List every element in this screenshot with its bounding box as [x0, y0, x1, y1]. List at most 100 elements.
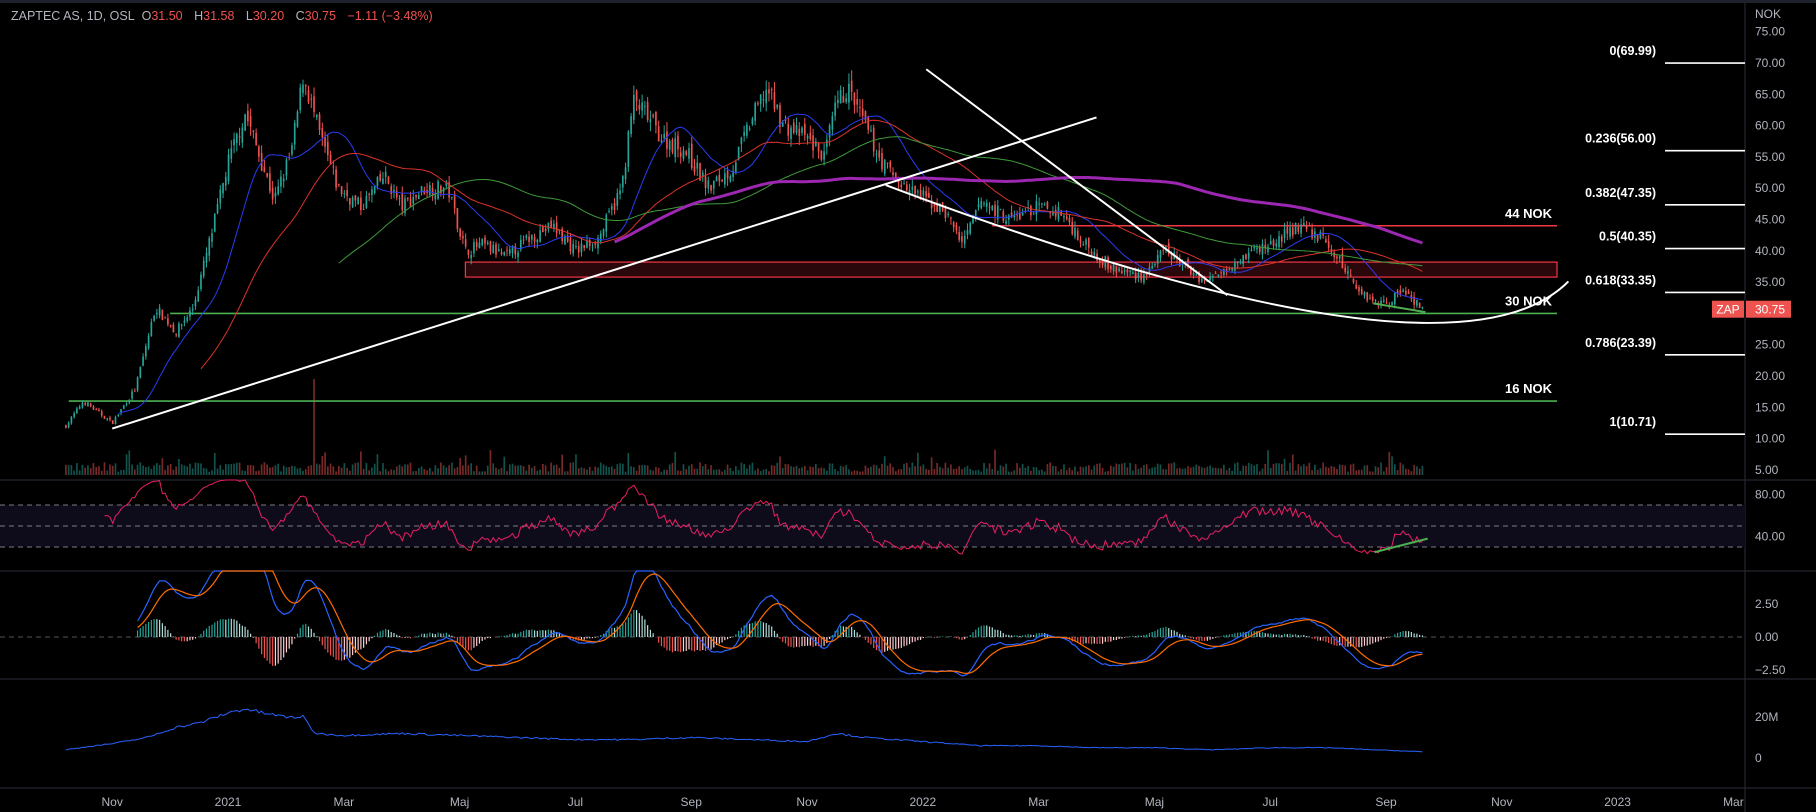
candle-body[interactable]	[1322, 232, 1324, 236]
candle-body[interactable]	[310, 98, 313, 100]
candle-body[interactable]	[1076, 230, 1079, 241]
candle-body[interactable]	[875, 153, 878, 155]
candle-body[interactable]	[368, 193, 370, 195]
candle-body[interactable]	[1052, 211, 1054, 215]
candle-body[interactable]	[473, 242, 475, 254]
candle-body[interactable]	[1151, 266, 1154, 269]
candle-body[interactable]	[776, 104, 779, 108]
candle-body[interactable]	[255, 133, 257, 145]
candle-body[interactable]	[1063, 215, 1065, 218]
candle-body[interactable]	[208, 238, 211, 256]
candle-body[interactable]	[1407, 291, 1410, 294]
candle-body[interactable]	[340, 186, 343, 194]
candle-body[interactable]	[925, 191, 927, 197]
candle-body[interactable]	[191, 308, 194, 311]
candle-body[interactable]	[453, 193, 456, 209]
candle-body[interactable]	[1030, 205, 1032, 216]
candle-body[interactable]	[671, 139, 674, 153]
candle-body[interactable]	[577, 246, 580, 253]
candle-body[interactable]	[1137, 272, 1140, 278]
candle-body[interactable]	[180, 324, 183, 326]
candle-body[interactable]	[222, 183, 224, 194]
candle-body[interactable]	[1035, 201, 1038, 215]
candle-body[interactable]	[401, 193, 404, 211]
candle-body[interactable]	[338, 184, 340, 186]
candle-body[interactable]	[974, 209, 977, 220]
candle-body[interactable]	[737, 146, 740, 160]
candle-body[interactable]	[87, 402, 89, 406]
candle-body[interactable]	[817, 143, 820, 152]
candle-body[interactable]	[635, 90, 638, 102]
candle-body[interactable]	[883, 159, 886, 174]
candle-body[interactable]	[602, 229, 605, 236]
candle-body[interactable]	[1264, 244, 1267, 249]
candle-body[interactable]	[657, 126, 660, 142]
candle-body[interactable]	[892, 172, 894, 176]
candle-body[interactable]	[809, 132, 812, 140]
candle-body[interactable]	[1352, 278, 1355, 283]
candle-body[interactable]	[1344, 267, 1347, 272]
candle-body[interactable]	[70, 416, 73, 424]
candle-body[interactable]	[872, 127, 875, 152]
candle-body[interactable]	[156, 312, 158, 315]
candle-body[interactable]	[790, 127, 792, 140]
candle-body[interactable]	[652, 115, 654, 117]
candle-body[interactable]	[417, 195, 420, 200]
candle-body[interactable]	[1054, 210, 1057, 217]
candle-body[interactable]	[373, 186, 376, 194]
candle-body[interactable]	[296, 111, 299, 127]
candle-body[interactable]	[1380, 300, 1382, 304]
candle-body[interactable]	[326, 141, 329, 156]
candle-body[interactable]	[147, 335, 150, 349]
candle-body[interactable]	[1325, 239, 1327, 243]
candle-body[interactable]	[202, 260, 205, 277]
candle-body[interactable]	[621, 175, 624, 188]
candle-body[interactable]	[947, 213, 949, 216]
candle-body[interactable]	[944, 207, 947, 218]
candle-body[interactable]	[73, 413, 75, 417]
candle-body[interactable]	[233, 139, 235, 146]
candle-body[interactable]	[1319, 231, 1322, 239]
candle-body[interactable]	[1214, 273, 1217, 275]
candle-body[interactable]	[1385, 302, 1388, 304]
candle-body[interactable]	[668, 140, 671, 150]
candle-body[interactable]	[1231, 267, 1233, 271]
candle-body[interactable]	[263, 166, 266, 173]
candle-body[interactable]	[699, 163, 701, 181]
candle-body[interactable]	[1065, 216, 1068, 220]
candle-body[interactable]	[663, 133, 666, 139]
candle-body[interactable]	[475, 241, 478, 248]
candle-body[interactable]	[404, 198, 406, 214]
candle-body[interactable]	[382, 178, 384, 185]
candle-body[interactable]	[853, 92, 856, 105]
candle-body[interactable]	[996, 205, 999, 220]
candle-body[interactable]	[302, 84, 304, 94]
candle-body[interactable]	[558, 230, 561, 232]
candle-body[interactable]	[724, 173, 726, 185]
candle-body[interactable]	[677, 135, 679, 150]
candle-body[interactable]	[489, 241, 492, 252]
candle-body[interactable]	[999, 209, 1002, 211]
candle-body[interactable]	[704, 176, 707, 188]
candle-body[interactable]	[285, 159, 288, 176]
candle-body[interactable]	[1363, 292, 1366, 296]
candle-body[interactable]	[1416, 300, 1418, 306]
candle-body[interactable]	[1393, 292, 1396, 305]
candle-body[interactable]	[881, 153, 883, 170]
candle-body[interactable]	[291, 145, 293, 155]
candle-body[interactable]	[655, 111, 657, 126]
candle-body[interactable]	[332, 166, 335, 168]
candle-body[interactable]	[630, 116, 632, 135]
candle-body[interactable]	[133, 390, 136, 392]
candle-body[interactable]	[693, 165, 696, 173]
candle-body[interactable]	[462, 236, 464, 239]
candle-body[interactable]	[806, 135, 809, 139]
candle-body[interactable]	[478, 242, 481, 249]
candle-body[interactable]	[409, 198, 412, 207]
candle-body[interactable]	[1336, 256, 1338, 259]
candle-body[interactable]	[1300, 224, 1302, 234]
candle-body[interactable]	[434, 194, 437, 200]
candle-body[interactable]	[842, 95, 845, 103]
candle-body[interactable]	[972, 215, 974, 224]
candle-body[interactable]	[451, 196, 453, 198]
